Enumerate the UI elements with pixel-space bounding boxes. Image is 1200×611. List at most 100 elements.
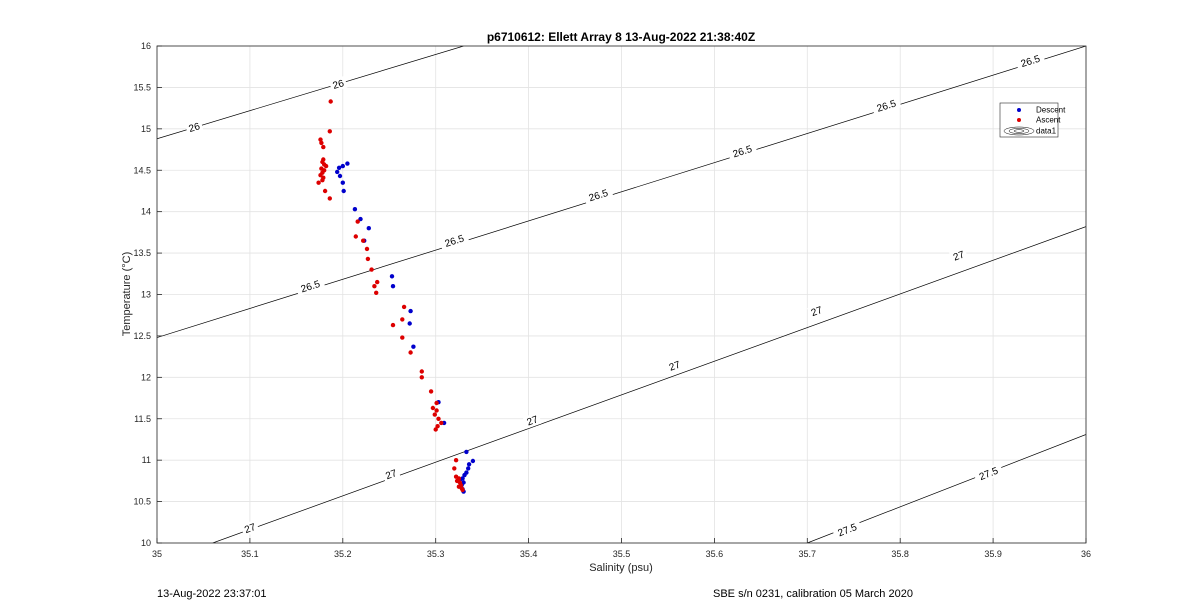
x-tick-label: 36	[1081, 549, 1091, 559]
ascent-point	[434, 408, 439, 413]
ascent-point	[374, 290, 379, 295]
contour-label-text: 27	[810, 305, 825, 319]
x-axis-ticks: 35 35.1 35.2 35.3 35.4 35.5 35.6 35.7 35.8 35.9 36	[152, 538, 1091, 559]
contour-label-background	[664, 357, 685, 375]
contour-label-text: 27	[668, 359, 683, 373]
contour-label-background	[1015, 50, 1046, 71]
y-tick-label: 11	[142, 455, 151, 465]
contour-labels: 262626.526.526.526.526.526.5272727272727…	[184, 50, 1046, 541]
ascent-point	[327, 129, 332, 134]
x-tick-label: 35.8	[891, 549, 909, 559]
y-tick-label: 12.5	[133, 331, 151, 341]
contour-label: 27	[664, 357, 685, 375]
contour-label: 27	[522, 412, 542, 429]
ascent-point	[419, 369, 424, 374]
contour-label-text: 27	[243, 522, 258, 536]
x-tick-label: 35.7	[799, 549, 817, 559]
contour-label: 27	[807, 302, 827, 320]
x-tick-label: 35.4	[520, 549, 538, 559]
ascent-point	[361, 238, 366, 243]
contour-label: 27	[381, 465, 401, 483]
contour-label-background	[949, 247, 969, 264]
descent-point	[462, 472, 467, 478]
contour-label-background	[381, 465, 401, 483]
contour-line-26	[157, 46, 464, 140]
legend-data1-label: data1	[1036, 127, 1057, 136]
contour-label-background	[439, 230, 470, 251]
x-tick-label: 35.2	[334, 549, 352, 559]
descent-point	[408, 308, 413, 314]
descent-point	[466, 462, 472, 467]
y-axis-ticks: 10 10.5 11 11.5 12 12.5 13 13.5 14 14.5 15 15.5 16	[133, 41, 162, 548]
legend: Descent Ascent data1	[999, 102, 1066, 138]
ascent-point	[439, 420, 444, 426]
ascent-point	[322, 188, 328, 194]
contour-label-background	[328, 76, 348, 93]
descent-point	[340, 163, 345, 169]
y-tick-label: 16	[141, 41, 151, 51]
x-tick-label: 35.1	[241, 549, 259, 559]
contour-label-background	[583, 185, 614, 206]
descent-point	[466, 466, 471, 471]
contour-label-background	[871, 95, 902, 116]
legend-ascent-label: Ascent	[1036, 116, 1061, 125]
ascent-point	[408, 350, 413, 355]
contour-label-text: 26	[188, 121, 202, 135]
footer-timestamp: 13-Aug-2022 23:37:01	[157, 588, 267, 600]
ascent-point	[372, 284, 377, 289]
descent-point	[470, 458, 476, 464]
descent-point	[336, 165, 342, 170]
ascent-point	[318, 173, 323, 178]
contour-label-text: 27	[384, 468, 399, 482]
series-ascent	[316, 99, 465, 493]
ascent-point	[328, 99, 333, 104]
descent-point	[337, 173, 343, 179]
ascent-point	[320, 178, 325, 183]
ascent-point	[433, 427, 438, 432]
contour-label: 26	[184, 119, 204, 136]
contour-label-text: 26	[332, 78, 346, 92]
contour-label-background	[295, 276, 326, 297]
contour-label-background	[240, 519, 260, 537]
ascent-point	[401, 304, 407, 310]
y-tick-label: 13	[141, 290, 151, 300]
contour-label-background	[184, 119, 204, 136]
y-tick-label: 10	[141, 538, 151, 548]
contour-label-background	[973, 462, 1004, 485]
ascent-point	[369, 267, 374, 272]
ascent-point	[430, 405, 436, 411]
descent-point	[358, 216, 363, 222]
descent-point	[352, 207, 358, 212]
contour-label-background	[831, 519, 863, 541]
series-descent	[335, 161, 476, 494]
ascent-point	[390, 322, 396, 328]
footer-calibration: SBE s/n 0231, calibration 05 March 2020	[713, 588, 913, 600]
y-tick-label: 11.5	[134, 414, 151, 424]
descent-point	[340, 180, 345, 185]
descent-point	[366, 226, 371, 231]
ascent-point	[365, 256, 371, 262]
ascent-point	[327, 196, 332, 201]
ascent-point	[400, 317, 405, 322]
ascent-point	[432, 412, 437, 417]
x-tick-label: 35.5	[613, 549, 631, 559]
legend-descent-label: Descent	[1036, 106, 1066, 115]
ascent-point	[321, 144, 326, 150]
legend-ascent-marker	[1017, 118, 1021, 122]
descent-point	[411, 344, 416, 349]
ascent-point	[435, 424, 440, 429]
contour-label-text: 27	[526, 414, 541, 428]
y-tick-label: 15.5	[133, 82, 151, 92]
descent-point	[407, 321, 412, 326]
ascent-point	[353, 234, 358, 239]
ascent-point	[419, 375, 424, 380]
ascent-point	[453, 458, 459, 463]
y-tick-label: 14	[141, 207, 151, 217]
legend-box	[999, 102, 1059, 138]
ascent-point	[400, 335, 405, 340]
ascent-point	[323, 163, 329, 169]
ascent-point	[452, 466, 457, 471]
y-axis-label: Temperature (°C)	[121, 252, 133, 336]
y-tick-label: 10.5	[133, 497, 151, 507]
